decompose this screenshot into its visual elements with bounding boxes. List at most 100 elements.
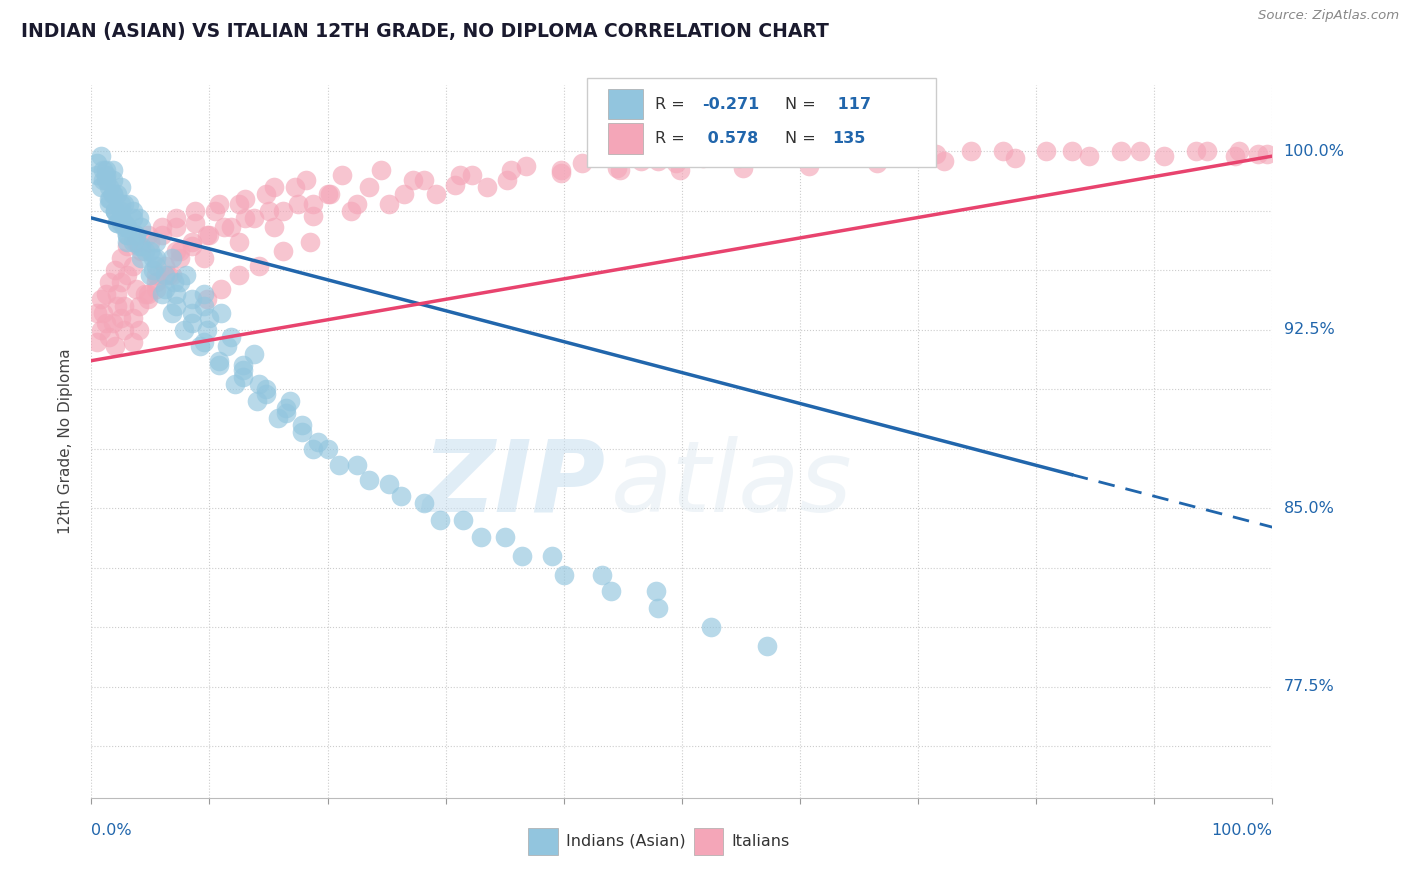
Point bbox=[180, 292, 202, 306]
Point bbox=[104, 203, 127, 218]
Point bbox=[165, 244, 187, 259]
Point bbox=[153, 268, 176, 282]
Point bbox=[136, 292, 159, 306]
Point bbox=[110, 196, 132, 211]
Point bbox=[145, 259, 167, 273]
Text: 0.0%: 0.0% bbox=[91, 823, 132, 838]
Point bbox=[105, 216, 128, 230]
Text: 77.5%: 77.5% bbox=[1284, 679, 1334, 694]
Point bbox=[98, 330, 121, 344]
Point bbox=[609, 163, 631, 178]
Point bbox=[991, 145, 1014, 159]
Point bbox=[121, 235, 143, 249]
Point bbox=[184, 216, 207, 230]
Point bbox=[139, 235, 162, 249]
Point bbox=[792, 149, 814, 163]
Point bbox=[195, 292, 218, 306]
Point bbox=[606, 161, 628, 175]
Point bbox=[94, 316, 117, 330]
Point bbox=[125, 282, 148, 296]
Point bbox=[160, 268, 183, 282]
Point bbox=[425, 187, 447, 202]
Point bbox=[444, 178, 467, 192]
Point bbox=[195, 323, 218, 337]
Text: atlas: atlas bbox=[612, 436, 852, 533]
Point bbox=[1060, 145, 1083, 159]
Point bbox=[118, 196, 141, 211]
Text: 92.5%: 92.5% bbox=[1284, 322, 1334, 337]
Point bbox=[98, 196, 121, 211]
Point bbox=[295, 173, 318, 187]
Point bbox=[630, 153, 652, 168]
Point bbox=[150, 287, 173, 301]
Point bbox=[925, 146, 948, 161]
Point bbox=[110, 211, 132, 225]
Point bbox=[515, 159, 537, 173]
Point bbox=[165, 299, 187, 313]
Point bbox=[110, 252, 132, 266]
Point bbox=[209, 306, 232, 320]
Text: N =: N = bbox=[785, 131, 821, 145]
Text: Source: ZipAtlas.com: Source: ZipAtlas.com bbox=[1258, 9, 1399, 22]
Point bbox=[401, 173, 423, 187]
Point bbox=[173, 323, 195, 337]
Point bbox=[1004, 152, 1026, 166]
Point bbox=[499, 163, 522, 178]
Point bbox=[86, 168, 108, 182]
Point bbox=[90, 149, 112, 163]
Point bbox=[219, 330, 242, 344]
Point bbox=[1247, 146, 1270, 161]
Point bbox=[125, 227, 148, 242]
Point bbox=[105, 287, 128, 301]
Text: 85.0%: 85.0% bbox=[1284, 500, 1334, 516]
Point bbox=[378, 477, 401, 491]
Point bbox=[91, 163, 114, 178]
Point bbox=[129, 239, 152, 253]
Point bbox=[224, 377, 246, 392]
Point bbox=[254, 387, 277, 401]
Point bbox=[145, 268, 167, 282]
Point bbox=[104, 203, 127, 218]
Point bbox=[328, 458, 350, 473]
Point bbox=[232, 370, 254, 384]
Point bbox=[389, 489, 412, 503]
Text: Indians (Asian): Indians (Asian) bbox=[567, 834, 686, 848]
Point bbox=[134, 287, 156, 301]
Point bbox=[357, 473, 380, 487]
Point bbox=[243, 211, 266, 225]
Point bbox=[232, 363, 254, 377]
Point bbox=[98, 180, 121, 194]
Point bbox=[125, 227, 148, 242]
Point bbox=[512, 549, 534, 563]
Point bbox=[150, 227, 173, 242]
Point bbox=[90, 180, 112, 194]
Point bbox=[104, 263, 127, 277]
Point bbox=[228, 235, 250, 249]
Point bbox=[90, 292, 112, 306]
Text: INDIAN (ASIAN) VS ITALIAN 12TH GRADE, NO DIPLOMA CORRELATION CHART: INDIAN (ASIAN) VS ITALIAN 12TH GRADE, NO… bbox=[21, 22, 830, 41]
Point bbox=[125, 235, 148, 249]
Point bbox=[233, 211, 256, 225]
Point bbox=[153, 282, 176, 296]
Point bbox=[1256, 146, 1278, 161]
Point bbox=[195, 227, 218, 242]
Point bbox=[475, 180, 498, 194]
Text: -0.271: -0.271 bbox=[702, 96, 759, 112]
Text: 0.578: 0.578 bbox=[702, 131, 758, 145]
Point bbox=[394, 187, 416, 202]
Point bbox=[1129, 145, 1152, 159]
Point bbox=[101, 173, 124, 187]
Point bbox=[453, 513, 475, 527]
Point bbox=[110, 203, 132, 218]
Point bbox=[188, 339, 211, 353]
Point bbox=[86, 334, 108, 349]
Point bbox=[136, 227, 159, 242]
Point bbox=[115, 239, 138, 253]
Point bbox=[139, 268, 162, 282]
Point bbox=[101, 163, 124, 178]
Text: R =: R = bbox=[655, 96, 689, 112]
Point bbox=[700, 620, 723, 634]
Point bbox=[283, 180, 305, 194]
Point bbox=[157, 268, 180, 282]
Point bbox=[128, 299, 150, 313]
